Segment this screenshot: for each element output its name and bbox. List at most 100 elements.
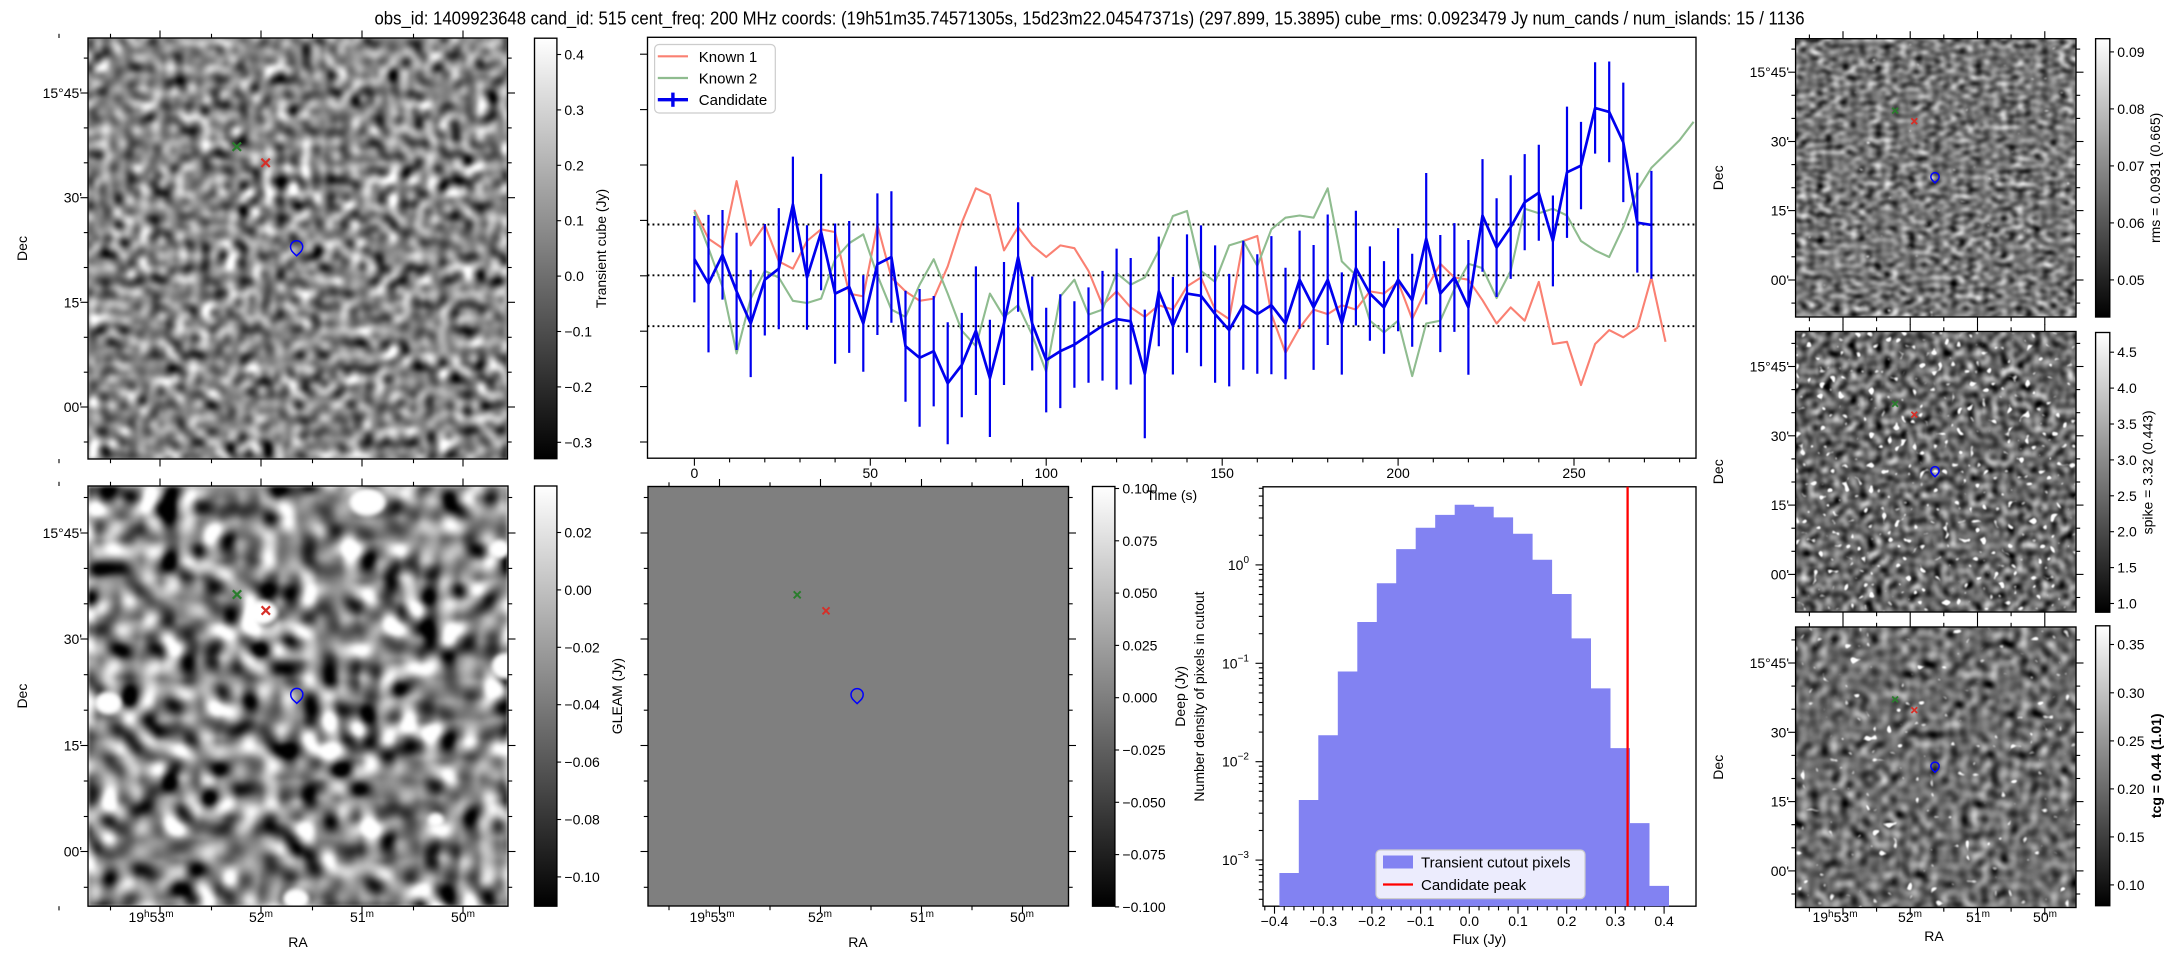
svg-text:50: 50 <box>863 465 879 481</box>
svg-text:−0.02: −0.02 <box>564 639 600 655</box>
svg-text:Number density of pixels in cu: Number density of pixels in cutout <box>1191 591 1207 801</box>
svg-text:0.1: 0.1 <box>564 213 584 229</box>
svg-text:0.09: 0.09 <box>2117 44 2144 60</box>
svg-text:30': 30' <box>1771 134 1789 150</box>
svg-text:00': 00' <box>1771 863 1789 879</box>
svg-text:−0.025: −0.025 <box>1122 742 1165 758</box>
svg-text:0.0: 0.0 <box>1460 913 1480 929</box>
svg-text:Known 2: Known 2 <box>699 71 757 88</box>
svg-text:0.15: 0.15 <box>2117 829 2144 845</box>
svg-text:0.07: 0.07 <box>2117 158 2144 174</box>
svg-text:obs_id: 1409923648 cand_id: 51: obs_id: 1409923648 cand_id: 515 cent_fre… <box>375 8 1805 30</box>
svg-text:RA: RA <box>288 934 308 950</box>
svg-text:rms = 0.0931 (0.665): rms = 0.0931 (0.665) <box>2147 113 2163 243</box>
svg-text:0.3: 0.3 <box>564 102 584 118</box>
svg-text:3.0: 3.0 <box>2117 452 2137 468</box>
svg-text:250: 250 <box>1562 465 1586 481</box>
svg-text:0.30: 0.30 <box>2117 685 2144 701</box>
svg-text:19h53m: 19h53m <box>689 909 734 925</box>
svg-text:10−1: 10−1 <box>1222 653 1249 671</box>
svg-text:Candidate peak: Candidate peak <box>1421 877 1527 894</box>
svg-text:0.1: 0.1 <box>1508 913 1528 929</box>
svg-text:−0.08: −0.08 <box>564 812 600 828</box>
svg-text:−0.3: −0.3 <box>564 434 592 450</box>
svg-text:4.5: 4.5 <box>2117 344 2137 360</box>
svg-text:200: 200 <box>1386 465 1410 481</box>
svg-text:00': 00' <box>1771 272 1789 288</box>
svg-text:0.20: 0.20 <box>2117 781 2144 797</box>
svg-text:150: 150 <box>1211 465 1235 481</box>
svg-text:−0.1: −0.1 <box>1407 913 1435 929</box>
svg-text:0: 0 <box>691 465 699 481</box>
svg-text:−0.3: −0.3 <box>1309 913 1337 929</box>
svg-text:−0.04: −0.04 <box>564 697 600 713</box>
svg-text:51m: 51m <box>1966 909 1990 925</box>
svg-text:0.075: 0.075 <box>1122 533 1157 549</box>
svg-text:Candidate: Candidate <box>699 92 767 109</box>
svg-text:0.100: 0.100 <box>1122 481 1157 497</box>
svg-text:4.0: 4.0 <box>2117 380 2137 396</box>
svg-text:10−3: 10−3 <box>1222 850 1249 868</box>
svg-text:GLEAM (Jy): GLEAM (Jy) <box>609 658 625 734</box>
svg-text:15': 15' <box>1771 497 1789 513</box>
svg-text:0.0: 0.0 <box>564 268 584 284</box>
svg-text:0.3: 0.3 <box>1606 913 1626 929</box>
svg-text:30': 30' <box>64 190 82 206</box>
svg-text:−0.06: −0.06 <box>564 754 600 770</box>
svg-text:Transient cutout pixels: Transient cutout pixels <box>1421 855 1571 872</box>
svg-text:0.08: 0.08 <box>2117 101 2144 117</box>
svg-text:15': 15' <box>1771 794 1789 810</box>
svg-text:52m: 52m <box>1898 909 1922 925</box>
svg-text:0.4: 0.4 <box>1654 913 1674 929</box>
svg-text:1.0: 1.0 <box>2117 596 2137 612</box>
svg-text:00': 00' <box>1771 566 1789 582</box>
svg-text:Deep (Jy): Deep (Jy) <box>1172 666 1188 727</box>
svg-text:15°45': 15°45' <box>43 525 82 541</box>
svg-text:Time (s): Time (s) <box>1146 487 1197 503</box>
svg-text:0.10: 0.10 <box>2117 877 2144 893</box>
svg-text:0.05: 0.05 <box>2117 272 2144 288</box>
svg-text:spike = 3.32 (0.443): spike = 3.32 (0.443) <box>2140 410 2156 534</box>
svg-text:2.5: 2.5 <box>2117 488 2137 504</box>
svg-text:0.35: 0.35 <box>2117 637 2144 653</box>
svg-text:Dec: Dec <box>1710 165 1726 190</box>
svg-text:30': 30' <box>64 631 82 647</box>
svg-text:51m: 51m <box>910 909 934 925</box>
svg-text:RA: RA <box>1924 928 1944 944</box>
svg-text:−0.2: −0.2 <box>564 379 592 395</box>
svg-text:30': 30' <box>1771 724 1789 740</box>
svg-text:19h53m: 19h53m <box>1812 909 1857 925</box>
svg-text:2.0: 2.0 <box>2117 524 2137 540</box>
svg-text:0.025: 0.025 <box>1122 637 1157 653</box>
svg-text:Transient cube (Jy): Transient cube (Jy) <box>593 189 609 308</box>
svg-text:1.5: 1.5 <box>2117 560 2137 576</box>
svg-text:15': 15' <box>1771 203 1789 219</box>
svg-text:0.00: 0.00 <box>564 582 591 598</box>
svg-text:100: 100 <box>1035 465 1059 481</box>
svg-text:−0.1: −0.1 <box>564 324 592 340</box>
svg-text:00': 00' <box>64 844 82 860</box>
svg-text:50m: 50m <box>451 909 475 925</box>
svg-text:52m: 52m <box>249 909 273 925</box>
svg-text:tcg = 0.44 (1.01): tcg = 0.44 (1.01) <box>2148 713 2164 818</box>
svg-text:00': 00' <box>64 399 82 415</box>
svg-text:Dec: Dec <box>1710 459 1726 484</box>
svg-text:50m: 50m <box>2033 909 2057 925</box>
svg-text:19h53m: 19h53m <box>128 909 173 925</box>
svg-text:10−2: 10−2 <box>1222 752 1249 770</box>
svg-text:0.25: 0.25 <box>2117 733 2144 749</box>
svg-text:Dec: Dec <box>14 236 30 261</box>
svg-text:15': 15' <box>64 294 82 310</box>
svg-text:−0.100: −0.100 <box>1122 899 1165 915</box>
svg-text:50m: 50m <box>1010 909 1034 925</box>
svg-text:Dec: Dec <box>14 684 30 709</box>
svg-text:−0.4: −0.4 <box>1261 913 1289 929</box>
svg-text:100: 100 <box>1228 555 1250 573</box>
svg-text:15°45': 15°45' <box>1750 359 1789 375</box>
svg-text:Dec: Dec <box>1710 755 1726 780</box>
svg-text:0.2: 0.2 <box>564 157 584 173</box>
svg-text:0.2: 0.2 <box>1557 913 1577 929</box>
svg-text:15': 15' <box>64 738 82 754</box>
svg-text:15°45': 15°45' <box>1750 655 1789 671</box>
svg-text:Flux (Jy): Flux (Jy) <box>1453 931 1507 947</box>
